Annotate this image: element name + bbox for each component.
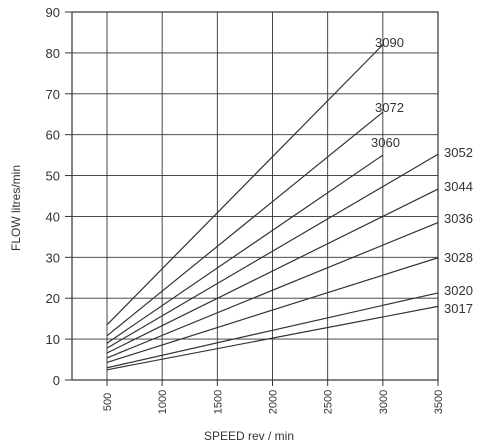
series-line-3072	[106, 111, 384, 337]
y-tick-label: 30	[46, 250, 60, 265]
series-line-3028	[106, 257, 439, 363]
series-line-3060	[106, 154, 384, 344]
y-tick-label: 50	[46, 169, 60, 184]
series-label-3044: 3044	[444, 179, 473, 194]
series-label-3017: 3017	[444, 301, 473, 316]
series-line-3017	[106, 305, 439, 371]
x-tick-label: 1000	[157, 390, 169, 414]
y-tick-label: 0	[53, 373, 60, 388]
x-tick-label: 3000	[378, 390, 390, 414]
series-line-3044	[106, 188, 439, 354]
series-label-3036: 3036	[444, 211, 473, 226]
x-tick-label: 3500	[433, 390, 445, 414]
series-label-3090: 3090	[375, 35, 404, 50]
y-tick-label: 40	[46, 209, 60, 224]
series-label-3020: 3020	[444, 283, 473, 298]
x-tick-label: 2500	[323, 390, 335, 414]
series-labels: 3090 3072 3060 3052 3044 3036 3028 3020 3017	[371, 35, 473, 316]
y-axis-title: FLOW litres/min	[9, 165, 23, 251]
series-line-3090	[106, 44, 384, 326]
series-line-3036	[106, 222, 439, 359]
x-tick-label: 2000	[268, 390, 280, 414]
x-tick-label: 500	[102, 393, 114, 411]
y-tick-label: 70	[46, 87, 60, 102]
y-tick-label: 90	[46, 5, 60, 20]
y-tick-label: 10	[46, 332, 60, 347]
grid	[71, 11, 439, 381]
axes: 0 10 20 30 40 50 60 70 80 90 500 1000 1500 2000 2500 30…	[46, 5, 445, 414]
series-label-3028: 3028	[444, 250, 473, 265]
y-tick-label: 80	[46, 46, 60, 61]
series-label-3072: 3072	[375, 100, 404, 115]
series-label-3052: 3052	[444, 145, 473, 160]
x-axis-title: SPEED rev / min	[204, 429, 294, 443]
series-lines	[106, 44, 439, 371]
y-tick-label: 20	[46, 291, 60, 306]
y-tick-label: 60	[46, 128, 60, 143]
x-tick-label: 1500	[212, 390, 224, 414]
series-label-3060: 3060	[371, 135, 400, 150]
series-line-3052	[106, 153, 439, 349]
series-line-3020	[106, 292, 439, 369]
